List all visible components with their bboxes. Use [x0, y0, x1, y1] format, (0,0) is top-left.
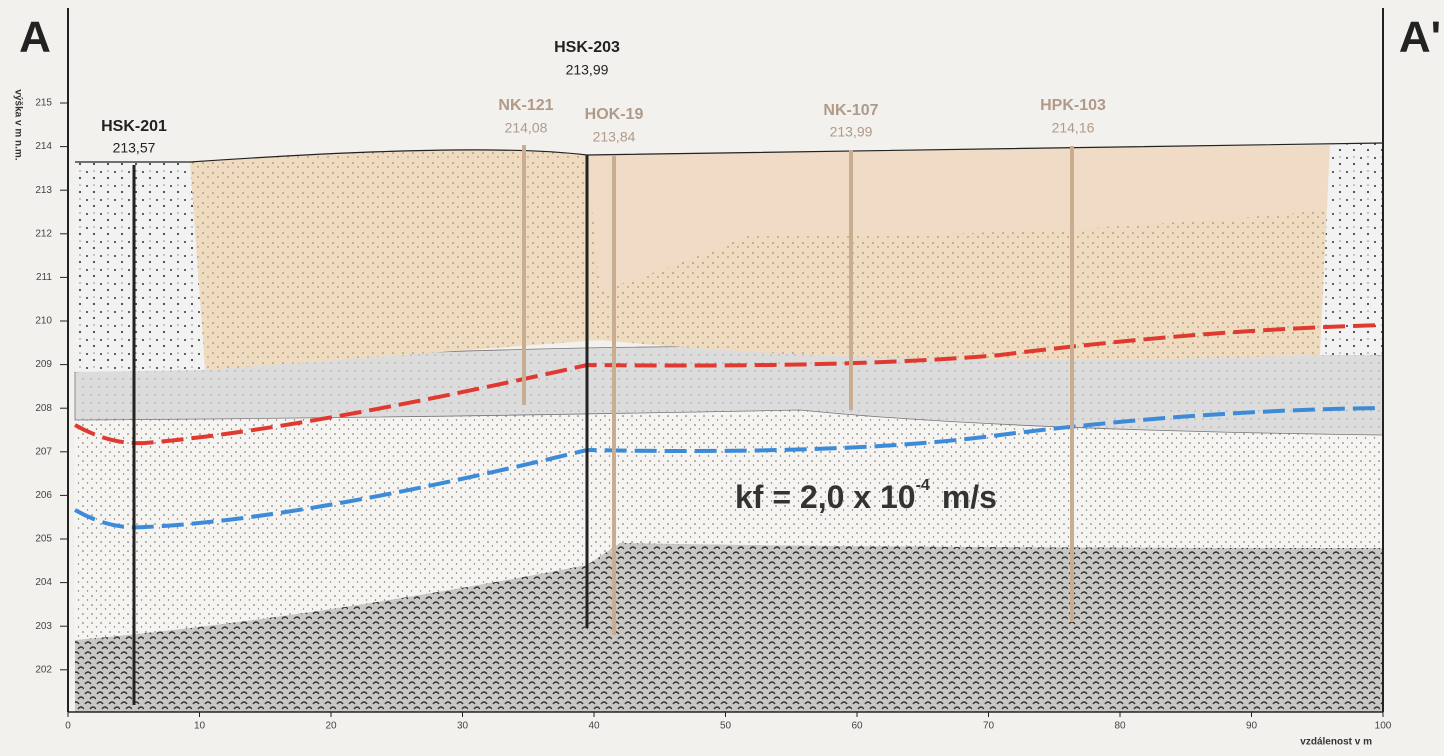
section-end: A' — [1399, 13, 1441, 62]
x-tick-label: 0 — [65, 721, 71, 732]
y-tick-label: 208 — [35, 403, 52, 414]
y-tick-label: 205 — [35, 534, 52, 545]
x-tick-label: 80 — [1114, 721, 1126, 732]
cross-section: A A' výška v m n.m. vzdálenost v m HSK-2… — [0, 0, 1444, 756]
x-tick-label: 40 — [588, 721, 600, 732]
annotation-text: kf = 2,0 x 10 — [735, 479, 916, 515]
borehole-name: NK-107 — [823, 102, 878, 119]
y-axis-label: výška v m n.m. — [12, 89, 23, 160]
x-tick-label: 10 — [194, 721, 206, 732]
borehole-name: HSK-203 — [554, 39, 620, 56]
y-tick-label: 204 — [35, 577, 52, 588]
annotation-unit: m/s — [942, 479, 997, 515]
y-tick-label: 214 — [35, 141, 52, 152]
fill-left — [75, 162, 205, 372]
fill-right — [1320, 143, 1383, 355]
x-tick-label: 30 — [457, 721, 469, 732]
y-tick-label: 202 — [35, 664, 52, 675]
y-tick-label: 203 — [35, 621, 52, 632]
borehole-name: HOK-19 — [585, 106, 644, 123]
borehole-name: HPK-103 — [1040, 97, 1106, 114]
x-tick-label: 100 — [1375, 721, 1392, 732]
borehole-elevation: 214,08 — [505, 120, 548, 136]
y-tick-label: 207 — [35, 446, 52, 457]
x-tick-label: 60 — [851, 721, 863, 732]
y-tick-label: 213 — [35, 185, 52, 196]
y-tick-label: 215 — [35, 98, 52, 109]
y-tick-label: 212 — [35, 228, 52, 239]
x-tick-label: 20 — [325, 721, 337, 732]
borehole-elevation: 213,57 — [113, 140, 156, 156]
x-axis-label: vzdálenost v m — [1300, 737, 1372, 748]
borehole-elevation: 213,99 — [566, 62, 609, 78]
x-tick-label: 70 — [983, 721, 995, 732]
x-tick-label: 90 — [1246, 721, 1258, 732]
borehole-name: NK-121 — [498, 97, 553, 114]
borehole-labels: HSK-201 213,57 HSK-203 213,99 NK-121 214… — [101, 39, 1106, 155]
y-tick-label: 210 — [35, 316, 52, 327]
annotation-exponent: -4 — [916, 477, 930, 494]
borehole-elevation: 213,84 — [593, 129, 636, 145]
y-tick-label: 209 — [35, 359, 52, 370]
x-tick-label: 50 — [720, 721, 732, 732]
section-start: A — [19, 13, 51, 62]
annotation: kf = 2,0 x 10-4 m/s — [735, 477, 997, 515]
borehole-elevation: 213,99 — [830, 124, 873, 140]
borehole-name: HSK-201 — [101, 118, 167, 135]
y-tick-label: 206 — [35, 490, 52, 501]
borehole-elevation: 214,16 — [1052, 120, 1095, 136]
y-tick-label: 211 — [36, 272, 52, 283]
